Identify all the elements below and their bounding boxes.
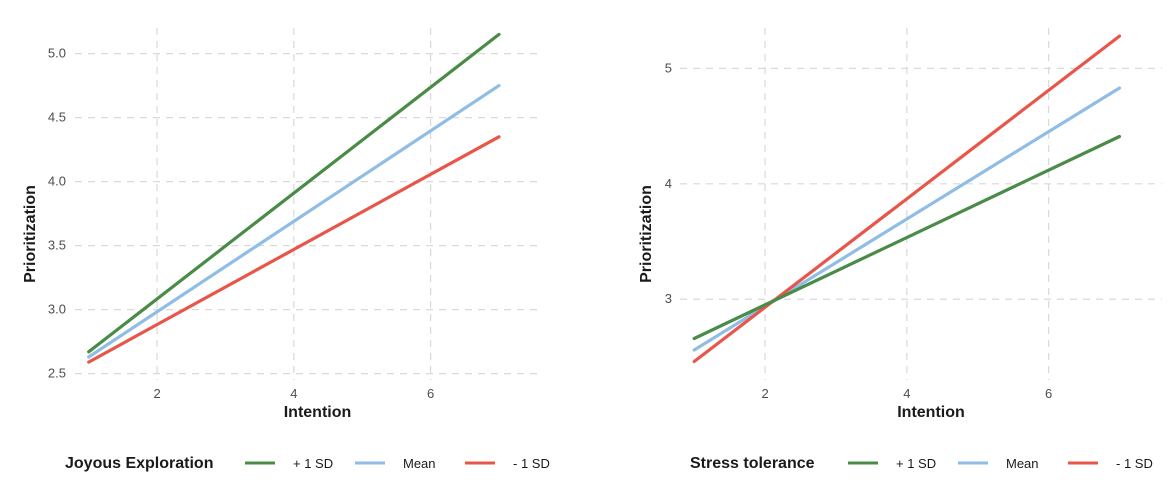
- y-tick-label: 3.0: [48, 302, 66, 317]
- legend-label: Mean: [1006, 456, 1039, 471]
- legend-label: + 1 SD: [293, 456, 333, 471]
- series-line-plus-1sd: [87, 32, 501, 354]
- x-tick-label: 2: [761, 386, 768, 401]
- legend-title: Stress tolerance: [690, 455, 815, 472]
- y-tick-label: 4: [665, 176, 672, 191]
- legend: Stress tolerance + 1 SD Mean - 1 SD: [690, 455, 1153, 472]
- legend: Joyous Exploration + 1 SD Mean - 1 SD: [65, 455, 550, 472]
- x-axis-title: Intention: [897, 404, 965, 421]
- y-tick-label: 5.0: [48, 46, 66, 61]
- y-tick-label: 5: [665, 60, 672, 75]
- x-tick-label: 4: [290, 386, 297, 401]
- y-tick-label: 3.5: [48, 238, 66, 253]
- series-line-plus-1sd: [692, 134, 1122, 341]
- y-tick-label: 4.5: [48, 110, 66, 125]
- y-tick-label: 4.0: [48, 174, 66, 189]
- y-tick-label: 2.5: [48, 366, 66, 381]
- x-tick-label: 4: [903, 386, 910, 401]
- legend-label: - 1 SD: [1116, 456, 1153, 471]
- x-tick-label: 6: [427, 386, 434, 401]
- x-tick-label: 2: [153, 386, 160, 401]
- y-axis-title: Prioritization: [638, 185, 655, 283]
- y-tick-label: 3: [665, 291, 672, 306]
- legend-label: + 1 SD: [896, 456, 936, 471]
- series-line-minus-1sd: [692, 34, 1122, 364]
- x-tick-label: 6: [1045, 386, 1052, 401]
- series-line-mean: [87, 84, 501, 359]
- legend-label: Mean: [403, 456, 436, 471]
- x-axis-title: Intention: [284, 404, 352, 421]
- y-axis-title: Prioritization: [22, 185, 39, 283]
- legend-label: - 1 SD: [513, 456, 550, 471]
- series-line-minus-1sd: [87, 135, 501, 364]
- chart-panel-2: 2 4 6 3 4 5 Intention Prioritization Stress tole…: [638, 28, 1162, 472]
- legend-title: Joyous Exploration: [65, 455, 213, 472]
- chart-panel-1: 2 4 6 2.5 3.0 3.5 4.0 4.5 5.0 Intention Prioritiza…: [22, 28, 550, 472]
